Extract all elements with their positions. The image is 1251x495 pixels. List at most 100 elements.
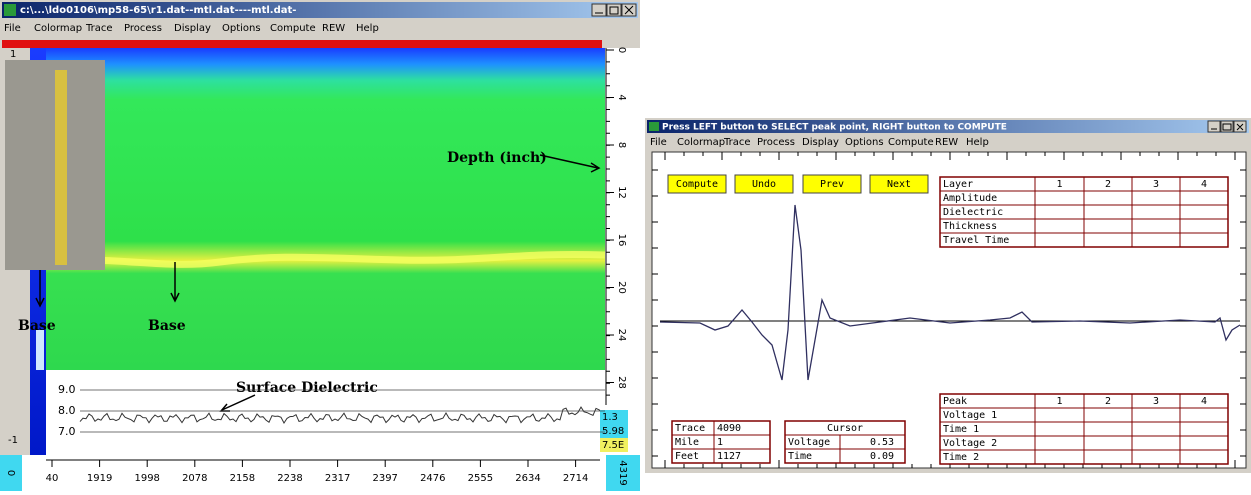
table-header: 3 bbox=[1153, 396, 1159, 407]
cursor-title: Cursor bbox=[827, 423, 863, 434]
table-header: 4 bbox=[1201, 179, 1207, 190]
table-row-label: Time 1 bbox=[943, 424, 979, 435]
depth-ticks bbox=[606, 49, 614, 396]
menu-item[interactable]: File bbox=[4, 23, 21, 34]
table-row-label: Thickness bbox=[943, 221, 997, 232]
x-tick-label: 1919 bbox=[87, 473, 112, 484]
depth-axis-label: Depth (inch) bbox=[447, 150, 547, 166]
button[interactable] bbox=[802, 174, 862, 194]
x-ticks bbox=[51, 460, 577, 467]
depth-tick-label: 4 bbox=[616, 94, 627, 100]
menu-item[interactable]: Help bbox=[356, 23, 379, 34]
info-label: Feet bbox=[675, 451, 699, 462]
corner-label: -1 bbox=[8, 435, 18, 446]
button-label[interactable]: Prev bbox=[820, 179, 844, 190]
x-axis-right-box bbox=[606, 455, 640, 491]
button[interactable] bbox=[667, 174, 727, 194]
table-header: Peak bbox=[943, 396, 967, 407]
scroll-band bbox=[2, 40, 602, 48]
color-strip-marker bbox=[36, 330, 44, 370]
trace-info-rules bbox=[672, 421, 770, 463]
x-tick-label: 2238 bbox=[277, 473, 302, 484]
title-bar bbox=[647, 120, 1249, 133]
menu-item[interactable]: Compute bbox=[888, 137, 934, 148]
menu-item[interactable]: Process bbox=[757, 137, 795, 148]
menu-item[interactable]: Help bbox=[966, 137, 989, 148]
table-header: 2 bbox=[1105, 396, 1111, 407]
table-row-label: Amplitude bbox=[943, 193, 997, 204]
annotation-arrows bbox=[35, 154, 601, 412]
app-icon bbox=[4, 4, 16, 16]
cursor-box bbox=[784, 420, 906, 464]
waveform bbox=[659, 204, 1241, 381]
x-tick-label: 2158 bbox=[230, 473, 255, 484]
dielectric-tick-label: 7.0 bbox=[58, 425, 76, 438]
menu-item[interactable]: Trace bbox=[85, 23, 113, 34]
window-controls[interactable] bbox=[1207, 120, 1247, 133]
minimize-button[interactable] bbox=[1207, 120, 1221, 133]
menu-item[interactable]: Compute bbox=[270, 23, 316, 34]
trace-info-box bbox=[671, 420, 771, 464]
menu-item[interactable]: Trace bbox=[723, 137, 751, 148]
annotation: Base bbox=[148, 318, 186, 334]
cursor-rules bbox=[785, 434, 905, 463]
menu-item[interactable]: REW bbox=[935, 137, 958, 148]
corner-label: 0 bbox=[5, 470, 16, 476]
annotation: Surface Dielectric bbox=[236, 380, 378, 396]
menu-item[interactable]: Display bbox=[802, 137, 839, 148]
x-tick-label: 2555 bbox=[468, 473, 493, 484]
annotation: Base bbox=[18, 318, 56, 334]
menu-item[interactable]: Options bbox=[845, 137, 884, 148]
menu-item[interactable]: REW bbox=[322, 23, 345, 34]
depth-tick-label: 0 bbox=[616, 47, 627, 53]
menu-item[interactable]: Options bbox=[222, 23, 261, 34]
depth-tick-label: 24 bbox=[616, 329, 627, 342]
maximize-button[interactable] bbox=[1220, 120, 1234, 133]
cursor-value: 0.09 bbox=[870, 451, 894, 462]
radar-image bbox=[35, 48, 605, 370]
x-axis-left-box bbox=[0, 455, 22, 491]
readout: 1.3 bbox=[602, 412, 618, 423]
button[interactable] bbox=[734, 174, 794, 194]
x-tick-label: 1998 bbox=[134, 473, 159, 484]
table-header: 3 bbox=[1153, 179, 1159, 190]
x-tick-label: 2397 bbox=[372, 473, 397, 484]
table-header: Layer bbox=[943, 179, 973, 190]
x-axis-panel bbox=[0, 455, 640, 491]
button-label[interactable]: Undo bbox=[752, 179, 776, 190]
window-title: Press LEFT button to SELECT peak point, … bbox=[662, 123, 1007, 133]
corner-label: 1 bbox=[10, 49, 16, 60]
cursor-value: 0.53 bbox=[870, 437, 894, 448]
table-header: 4 bbox=[1201, 396, 1207, 407]
dielectric-panel bbox=[46, 370, 605, 455]
x-tick-label: 2714 bbox=[563, 473, 588, 484]
menu-item[interactable]: Colormap bbox=[677, 137, 725, 148]
button[interactable] bbox=[869, 174, 929, 194]
app-icon bbox=[649, 122, 659, 131]
table-row-label: Voltage 2 bbox=[943, 438, 997, 449]
x-tick-label: 40 bbox=[46, 473, 59, 484]
table-header: 1 bbox=[1056, 179, 1062, 190]
cursor-label: Voltage bbox=[788, 437, 830, 448]
button-label[interactable]: Next bbox=[887, 179, 911, 190]
menu-item[interactable]: Process bbox=[124, 23, 162, 34]
readout: 5.98 bbox=[602, 426, 624, 437]
dielectric-tick-label: 9.0 bbox=[58, 383, 76, 396]
table-row-label: Time 2 bbox=[943, 452, 979, 463]
menu-item[interactable]: File bbox=[650, 137, 667, 148]
info-value: 1127 bbox=[717, 451, 741, 462]
x-tick-label: 2078 bbox=[182, 473, 207, 484]
panel-ticks bbox=[652, 152, 1246, 468]
info-value: 4090 bbox=[717, 423, 741, 434]
info-label: Trace bbox=[675, 423, 705, 434]
button-label[interactable]: Compute bbox=[676, 179, 718, 190]
cursor-label: Time bbox=[788, 451, 812, 462]
table-row-label: Voltage 1 bbox=[943, 410, 997, 421]
depth-axis-panel bbox=[605, 48, 640, 458]
left-window bbox=[0, 0, 640, 491]
menu-item[interactable]: Colormap bbox=[34, 23, 82, 34]
window-controls[interactable] bbox=[591, 3, 637, 17]
menu-item[interactable]: Display bbox=[174, 23, 211, 34]
minimize-button[interactable] bbox=[591, 3, 607, 17]
